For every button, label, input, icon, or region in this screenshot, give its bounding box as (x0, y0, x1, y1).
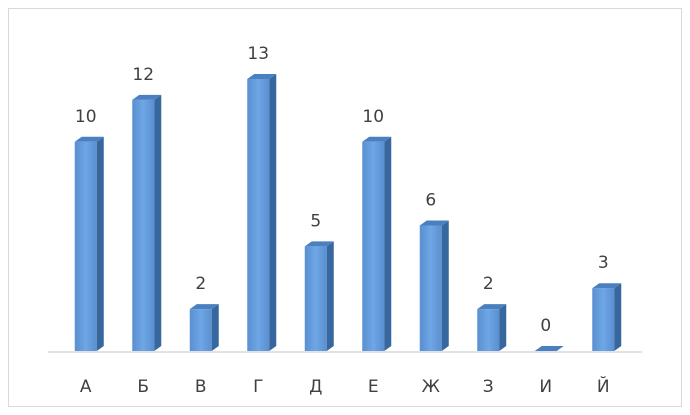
bar-side (499, 304, 507, 351)
x-tick-label: А (80, 377, 92, 397)
bar-top (592, 283, 622, 289)
x-tick-label: З (483, 377, 494, 397)
bar-front (189, 309, 212, 351)
data-label: 2 (483, 274, 494, 294)
bar-top (189, 304, 219, 310)
data-label: 3 (598, 253, 609, 273)
bar-top (304, 241, 334, 247)
bar-side (441, 220, 449, 351)
x-tick-label: Г (253, 377, 263, 397)
bar-side (96, 136, 104, 351)
data-label: 10 (75, 107, 97, 127)
bar-front (304, 246, 327, 351)
x-tick-label: В (195, 377, 207, 397)
bar-top (534, 346, 564, 351)
data-label: 13 (247, 44, 269, 64)
bar-front (247, 79, 270, 351)
bar-front (362, 141, 385, 351)
data-label: 2 (195, 274, 206, 294)
data-label: 6 (425, 190, 436, 210)
bar-front (592, 288, 615, 351)
bar-top (74, 136, 104, 142)
x-tick-label: Й (597, 375, 610, 397)
bar-side (326, 241, 334, 351)
x-tick-label: Е (368, 377, 379, 397)
bar-top (477, 304, 507, 310)
x-tick-label: Д (309, 377, 322, 397)
x-tick-label: Б (137, 377, 149, 397)
bar-side (269, 74, 277, 351)
data-label: 5 (310, 211, 321, 231)
bar-side (614, 283, 622, 351)
bar-front (74, 141, 97, 351)
x-tick-label: Ж (422, 377, 440, 397)
x-tick-label: И (539, 377, 552, 397)
bar-top (419, 220, 449, 226)
chart-border (8, 8, 682, 407)
bar-side (154, 94, 162, 351)
bar-front (419, 225, 442, 351)
bar-top (362, 136, 392, 142)
bar-side (384, 136, 392, 351)
data-label: 12 (132, 65, 154, 85)
bar-top (132, 94, 162, 100)
bar-front (132, 99, 155, 351)
bar-side (211, 304, 219, 351)
data-label: 10 (362, 107, 384, 127)
bar-top (247, 74, 277, 79)
data-label: 0 (540, 316, 551, 336)
bar-front (477, 309, 500, 351)
